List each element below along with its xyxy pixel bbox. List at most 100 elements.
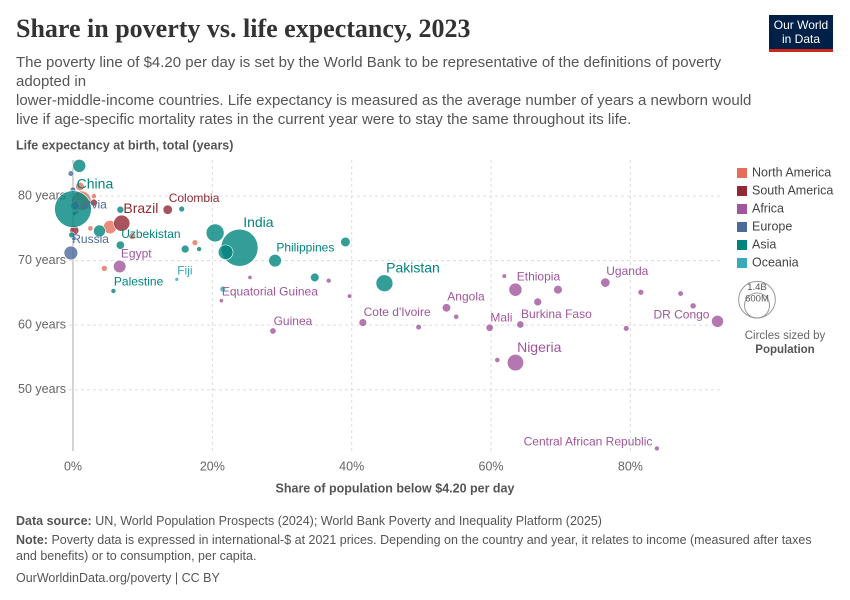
- license[interactable]: OurWorldinData.org/poverty | CC BY: [16, 571, 220, 585]
- point: [654, 445, 660, 452]
- point: [269, 327, 277, 335]
- point: [485, 323, 494, 332]
- legend-label: South America: [752, 183, 833, 197]
- point: [217, 244, 234, 260]
- point: [116, 205, 125, 214]
- point: [375, 274, 394, 293]
- x-tick-label: 40%: [339, 459, 364, 473]
- point: [174, 277, 180, 282]
- legend-label: Europe: [752, 219, 792, 233]
- point: [637, 289, 645, 296]
- source-label: Data source:: [16, 514, 92, 528]
- point: [115, 240, 125, 250]
- point: [180, 244, 190, 254]
- legend-label: Asia: [752, 237, 776, 251]
- point: [441, 303, 451, 313]
- point: [191, 239, 199, 246]
- point: [87, 225, 94, 232]
- legend-label: Africa: [752, 201, 784, 215]
- point-label: Ethiopia: [517, 269, 561, 283]
- legend-swatch: [737, 222, 747, 232]
- point-label: Philippines: [276, 241, 334, 255]
- note-label: Note:: [16, 533, 48, 547]
- point: [310, 272, 320, 283]
- legend-label: Oceania: [752, 255, 799, 269]
- point: [677, 290, 684, 297]
- point: [516, 320, 525, 329]
- y-tick-label: 50 years: [18, 382, 66, 396]
- x-axis-label: Share of population below $4.20 per day: [276, 481, 515, 495]
- point: [75, 181, 85, 192]
- point-label: Equatorial Guinea: [222, 285, 318, 299]
- data-source: Data source: UN, World Population Prospe…: [16, 513, 816, 529]
- legend-swatch: [737, 168, 747, 178]
- point: [623, 325, 630, 332]
- point-label: Egypt: [121, 246, 152, 260]
- legend-swatch: [737, 240, 747, 250]
- point-label: Guinea: [274, 314, 313, 328]
- point: [506, 354, 524, 372]
- point-label: Central African Republic: [524, 435, 653, 449]
- x-tick-label: 20%: [200, 459, 225, 473]
- point-label: Russia: [72, 232, 109, 246]
- point: [72, 159, 87, 173]
- point: [415, 324, 422, 331]
- note-text: Poverty data is expressed in internation…: [16, 533, 812, 563]
- point-label: Burkina Faso: [521, 307, 592, 321]
- point: [196, 246, 202, 252]
- size-legend-label: 1.4B: [747, 282, 767, 293]
- point-label: India: [243, 214, 274, 230]
- point: [68, 231, 75, 239]
- point: [63, 245, 79, 261]
- point: [553, 285, 563, 295]
- point: [689, 302, 697, 310]
- point: [218, 298, 224, 304]
- y-axis-label: Life expectancy at birth, total (years): [16, 138, 233, 152]
- logo[interactable]: Our World in Data: [769, 15, 833, 52]
- point: [113, 259, 127, 274]
- point: [358, 318, 368, 327]
- x-tick-label: 80%: [618, 459, 643, 473]
- point: [600, 277, 611, 288]
- point-label: Brazil: [123, 200, 158, 216]
- point-label: Uganda: [606, 264, 648, 278]
- point-label: Colombia: [169, 191, 220, 205]
- logo-line: Our World: [773, 18, 829, 32]
- y-tick-label: 80 years: [18, 188, 66, 202]
- point-label: Latvia: [75, 198, 107, 212]
- point: [93, 224, 106, 238]
- point: [110, 288, 117, 294]
- x-tick-label: 0%: [64, 459, 82, 473]
- legend-label: North America: [752, 165, 831, 179]
- point-label: Palestine: [114, 275, 164, 289]
- point: [325, 277, 332, 284]
- chart-title: Share in poverty vs. life expectancy, 20…: [16, 14, 471, 43]
- logo-line: in Data: [781, 32, 821, 46]
- point-label: China: [77, 175, 114, 191]
- x-tick-label: 60%: [479, 459, 504, 473]
- point-label: Cote d'Ivoire: [364, 305, 431, 319]
- point-label: Fiji: [177, 264, 192, 278]
- legend-swatch: [737, 186, 747, 196]
- point-label: DR Congo: [653, 307, 709, 321]
- size-legend-variable: Population: [755, 344, 814, 356]
- size-legend-label: 600M: [745, 293, 769, 304]
- point: [533, 297, 543, 307]
- point: [91, 193, 97, 199]
- point: [113, 214, 131, 232]
- point-label: Mali: [490, 310, 512, 324]
- size-legend-title: Circles sized by: [745, 330, 826, 342]
- point-label: Angola: [447, 290, 485, 304]
- legend-swatch: [737, 258, 747, 268]
- point: [247, 274, 253, 280]
- point: [453, 313, 460, 320]
- point: [101, 265, 108, 272]
- note: Note: Poverty data is expressed in inter…: [16, 532, 816, 564]
- chart-subtitle: The poverty line of $4.20 per day is set…: [16, 54, 752, 128]
- point: [54, 190, 92, 228]
- point: [205, 223, 225, 243]
- point: [340, 236, 351, 248]
- size-legend-circle: [743, 292, 771, 319]
